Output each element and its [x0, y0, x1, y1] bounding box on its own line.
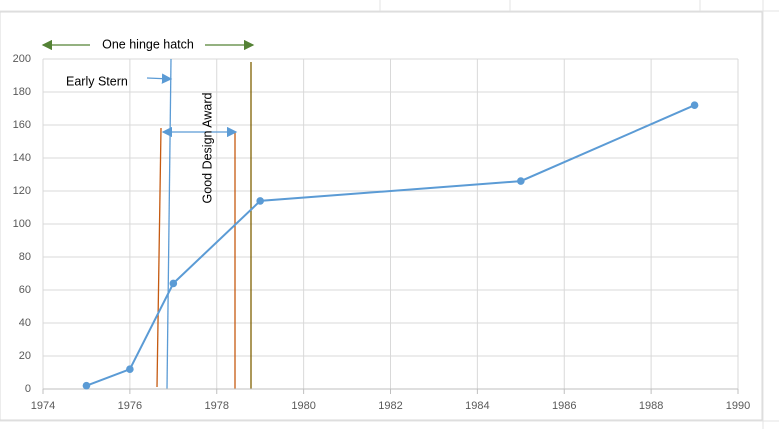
- annotation: Good Design Award: [200, 92, 214, 203]
- y-tick-label: 140: [13, 152, 31, 164]
- y-tick-label: 20: [19, 350, 31, 362]
- x-tick-label: 1988: [639, 400, 663, 412]
- x-tick-label: 1982: [378, 400, 402, 412]
- annotation: Early Stern: [66, 74, 128, 88]
- x-tick-label: 1986: [552, 400, 576, 412]
- x-tick-label: 1974: [31, 400, 55, 412]
- y-tick-label: 40: [19, 317, 31, 329]
- data-point: [690, 101, 699, 109]
- x-tick-label: 1978: [205, 400, 229, 412]
- y-tick-label: 100: [13, 218, 31, 230]
- data-point: [517, 177, 525, 185]
- annotation: One hinge hatch: [102, 37, 194, 51]
- data-point: [82, 381, 91, 390]
- x-tick-label: 1980: [291, 400, 315, 412]
- annotation-shapes: [41, 39, 255, 390]
- y-tick-label: 200: [13, 53, 31, 65]
- series-line: [86, 104, 695, 387]
- y-tick-label: 120: [13, 185, 31, 197]
- data-point: [169, 279, 178, 288]
- y-tick-label: 80: [19, 251, 31, 263]
- y-tick-label: 180: [13, 86, 31, 98]
- x-tick-label: 1990: [726, 400, 750, 412]
- y-tick-label: 160: [13, 119, 31, 131]
- x-tick-label: 1976: [118, 400, 142, 412]
- x-tick-label: 1984: [465, 400, 489, 412]
- y-tick-label: 0: [25, 383, 31, 395]
- chart-area: [0, 11, 763, 421]
- data-point: [256, 197, 264, 205]
- data-point: [126, 365, 134, 374]
- y-tick-label: 60: [19, 284, 31, 296]
